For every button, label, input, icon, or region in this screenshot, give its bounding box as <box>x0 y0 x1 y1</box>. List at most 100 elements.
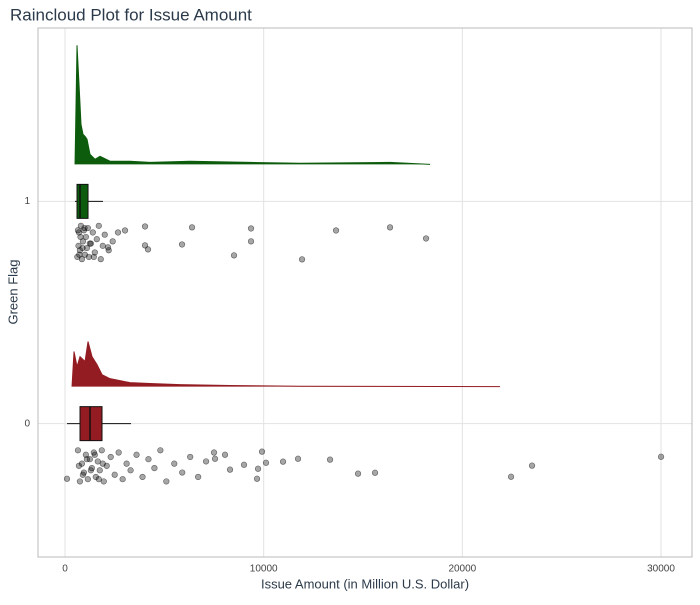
point <box>95 222 102 229</box>
plot-border <box>37 27 693 558</box>
point <box>171 460 178 467</box>
point <box>354 470 362 477</box>
point <box>247 225 255 232</box>
point <box>187 453 194 461</box>
point <box>74 227 82 234</box>
point <box>99 460 106 467</box>
point <box>507 473 515 480</box>
point <box>96 467 103 474</box>
point <box>86 240 93 247</box>
density-line <box>74 45 431 165</box>
point <box>63 475 71 482</box>
density-fill <box>72 341 501 387</box>
point <box>107 453 114 461</box>
point <box>77 233 84 241</box>
point <box>294 455 302 462</box>
point <box>221 451 229 458</box>
point <box>422 235 430 242</box>
point <box>98 447 105 454</box>
density-line <box>71 341 501 388</box>
point <box>76 251 83 258</box>
point <box>85 253 92 261</box>
box <box>76 183 89 219</box>
point <box>202 458 210 465</box>
point <box>240 461 248 468</box>
point <box>84 224 91 232</box>
point <box>74 447 82 454</box>
point <box>258 448 266 455</box>
point <box>528 462 536 469</box>
point <box>211 455 219 462</box>
box <box>79 406 103 442</box>
x-tick-label: 20000 <box>448 564 476 575</box>
point <box>332 227 340 234</box>
point <box>133 451 140 458</box>
point <box>89 229 96 236</box>
point <box>77 222 85 229</box>
point <box>371 469 379 476</box>
point <box>91 451 98 458</box>
point <box>79 471 86 478</box>
y-tick-label: 0 <box>24 418 30 429</box>
grid <box>38 28 692 557</box>
point <box>93 236 100 243</box>
point <box>163 478 170 485</box>
point <box>75 462 83 469</box>
point <box>151 464 158 472</box>
point <box>226 466 234 473</box>
point <box>81 224 88 232</box>
chart-title: Raincloud Plot for Issue Amount <box>10 5 252 24</box>
point <box>111 471 118 478</box>
point <box>144 246 152 253</box>
y-tick-label: 1 <box>24 196 30 207</box>
point <box>254 465 262 472</box>
point <box>127 467 134 474</box>
point <box>105 247 112 254</box>
x-tick-label: 10000 <box>250 564 278 575</box>
point <box>210 449 218 456</box>
marks <box>63 45 665 485</box>
point <box>279 458 287 465</box>
point <box>657 453 665 460</box>
point <box>121 227 129 234</box>
point <box>101 231 108 238</box>
point <box>90 253 97 261</box>
point <box>386 224 394 231</box>
point <box>145 456 152 463</box>
point <box>230 252 238 259</box>
density-fill <box>75 45 431 165</box>
point <box>79 244 86 252</box>
point <box>247 238 255 245</box>
point <box>326 456 334 463</box>
point <box>157 447 164 454</box>
x-axis-label: Issue Amount (in Million U.S. Dollar) <box>261 576 469 591</box>
point <box>141 223 149 230</box>
point <box>298 256 306 263</box>
point <box>115 449 122 456</box>
x-tick-label: 0 <box>62 564 68 575</box>
point <box>100 478 107 485</box>
point <box>87 467 94 474</box>
x-tick-label: 30000 <box>647 564 675 575</box>
point <box>114 229 122 236</box>
point <box>83 456 90 463</box>
point <box>262 459 270 466</box>
point <box>94 458 101 465</box>
point <box>188 224 196 231</box>
point <box>139 473 146 481</box>
point <box>119 476 126 483</box>
point <box>109 238 116 245</box>
point <box>99 242 106 249</box>
point <box>82 233 89 241</box>
point <box>76 478 84 485</box>
point <box>83 244 90 252</box>
point <box>179 469 186 476</box>
point <box>84 476 91 483</box>
point <box>195 473 202 481</box>
point <box>123 460 130 467</box>
point <box>253 475 261 482</box>
point <box>95 476 102 483</box>
point <box>97 256 104 263</box>
